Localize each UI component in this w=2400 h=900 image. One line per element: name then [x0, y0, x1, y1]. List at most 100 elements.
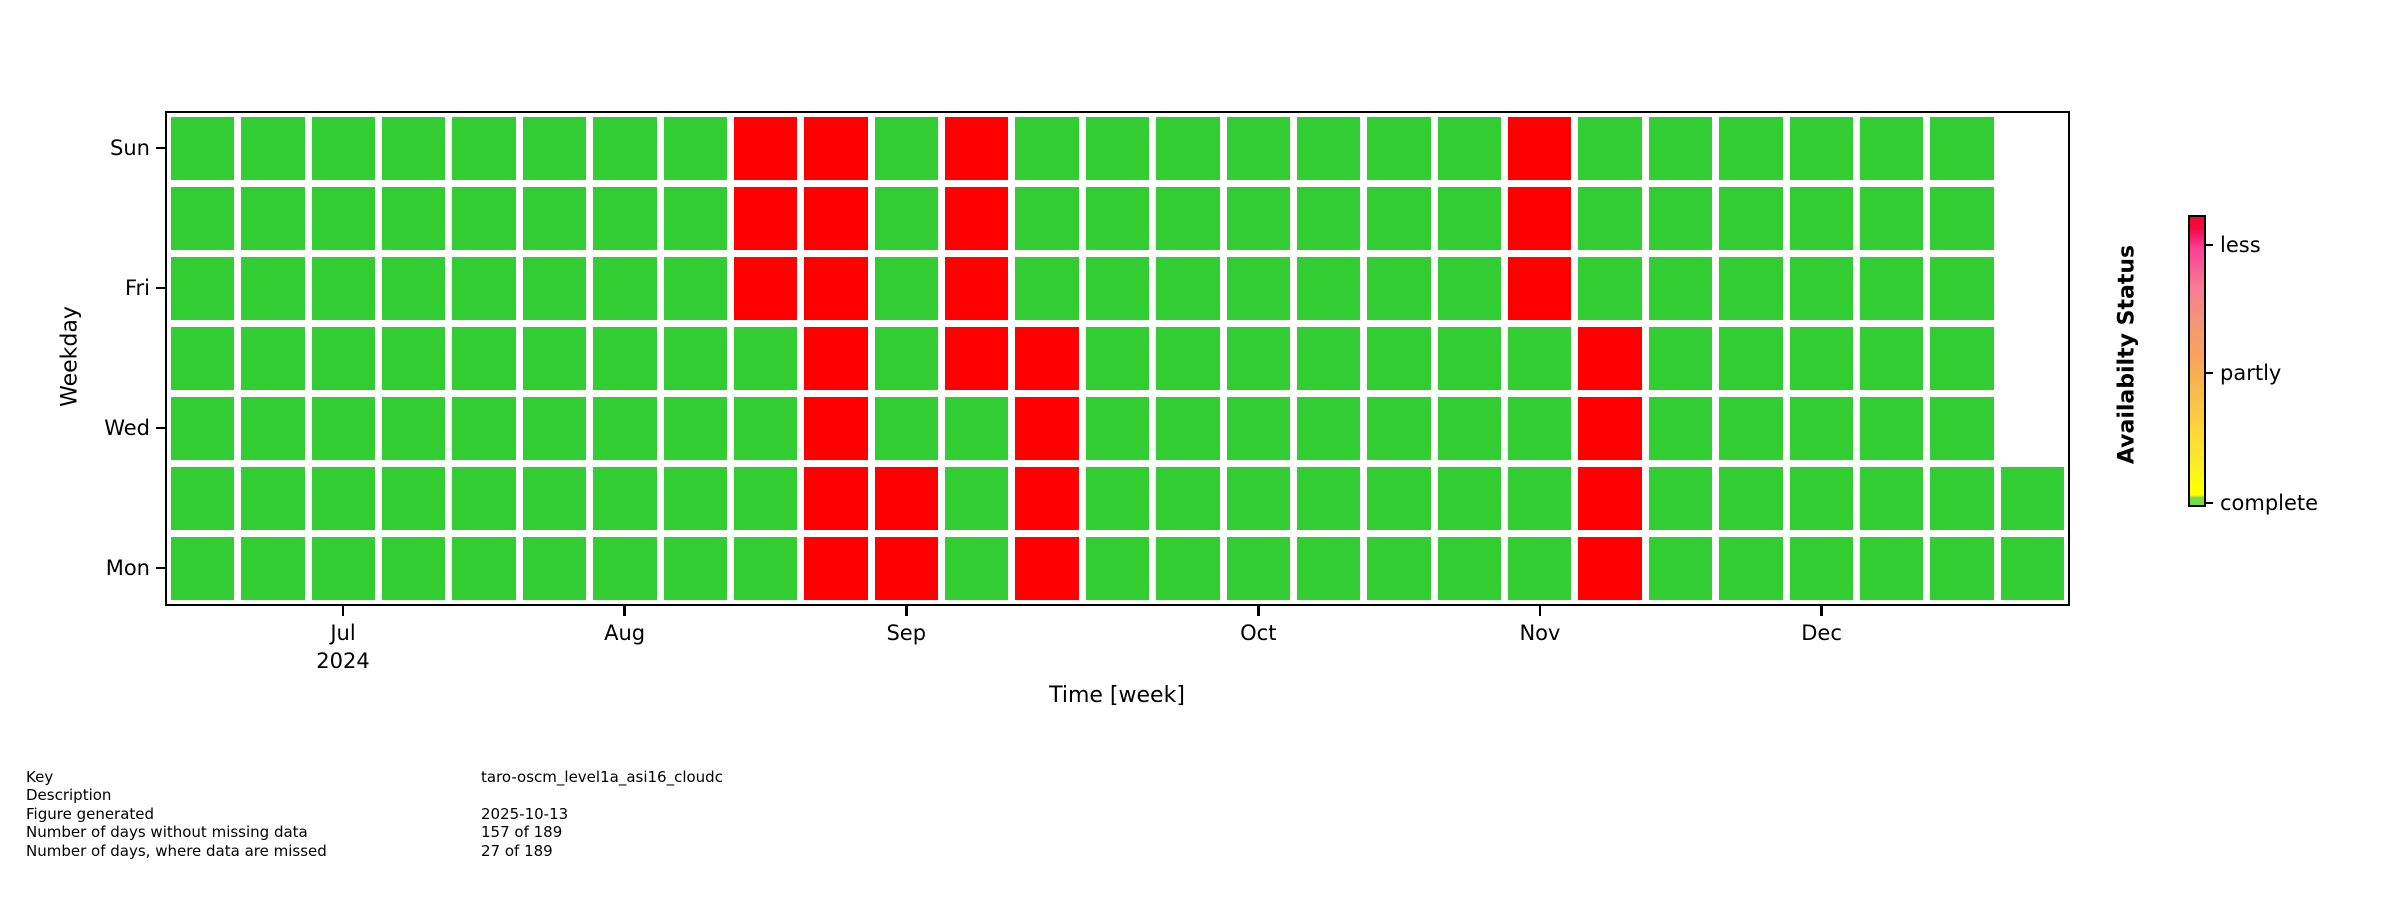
day-cell-missing: [804, 467, 868, 530]
metadata-row: Number of days, where data are missed 27 …: [26, 842, 723, 860]
day-cell-complete: [1719, 467, 1783, 530]
day-cell-missing: [1578, 467, 1642, 530]
day-cell-complete: [1719, 397, 1783, 460]
day-cell-complete: [311, 397, 376, 460]
day-cell-complete: [1085, 537, 1150, 600]
day-cell-complete: [2000, 537, 2064, 600]
x-tick: [623, 606, 626, 616]
day-cell-complete: [1015, 187, 1079, 250]
x-tick-label: Dec: [1801, 621, 1842, 645]
day-cell-complete: [1789, 327, 1853, 390]
day-cell-none: [2001, 397, 2064, 460]
metadata-row: Key taro-oscm_level1a_asi16_cloudc: [26, 768, 723, 786]
y-tick: [156, 566, 167, 570]
day-cell-complete: [382, 327, 446, 390]
day-cell-complete: [1367, 327, 1431, 390]
day-cell-complete: [522, 187, 587, 250]
day-cell-missing: [874, 537, 939, 600]
day-cell-complete: [1296, 257, 1361, 320]
day-cell-missing: [1508, 187, 1572, 250]
day-cell-complete: [1437, 397, 1502, 460]
day-cell-complete: [1648, 327, 1713, 390]
metadata-value: 2025-10-13: [481, 804, 569, 823]
day-cell-complete: [874, 187, 939, 250]
metadata-value: taro-oscm_level1a_asi16_cloudc: [481, 768, 723, 786]
day-cell-complete: [1859, 187, 1924, 250]
day-cell-complete: [1437, 537, 1502, 600]
metadata-value: 27 of 189: [481, 841, 553, 860]
day-cell-complete: [1296, 187, 1361, 250]
day-cell-complete: [1437, 467, 1502, 530]
day-cell-complete: [593, 397, 657, 460]
day-cell-complete: [1367, 397, 1431, 460]
day-cell-complete: [1226, 117, 1290, 180]
day-cell-missing: [874, 467, 939, 530]
day-cell-complete: [874, 327, 939, 390]
day-cell-complete: [1508, 537, 1572, 600]
day-cell-missing: [945, 327, 1009, 390]
day-cell-complete: [382, 187, 446, 250]
day-cell-complete: [522, 327, 587, 390]
day-cell-none: [2001, 117, 2064, 180]
colorbar: [2188, 215, 2206, 507]
day-cell-complete: [311, 537, 376, 600]
colorbar-tick-label: complete: [2220, 491, 2319, 515]
day-cell-complete: [452, 187, 516, 250]
day-cell-complete: [593, 467, 657, 530]
day-cell-complete: [1789, 257, 1853, 320]
day-cell-missing: [804, 117, 868, 180]
day-cell-missing: [1508, 117, 1572, 180]
day-cell-complete: [733, 467, 798, 530]
day-cell-complete: [452, 467, 516, 530]
day-cell-complete: [1648, 397, 1713, 460]
day-cell-complete: [1085, 467, 1150, 530]
day-cell-complete: [1367, 537, 1431, 600]
day-cell-complete: [1226, 397, 1290, 460]
day-cell-missing: [1578, 537, 1642, 600]
day-cell-complete: [241, 397, 305, 460]
day-cell-complete: [452, 257, 516, 320]
day-cell-missing: [804, 537, 868, 600]
y-tick: [156, 426, 167, 430]
day-cell-complete: [1156, 117, 1220, 180]
day-cell-complete: [1648, 467, 1713, 530]
day-cell-complete: [874, 117, 939, 180]
day-cell-complete: [1648, 117, 1713, 180]
day-cell-complete: [452, 537, 516, 600]
day-cell-complete: [1226, 327, 1290, 390]
day-cell-complete: [1437, 257, 1502, 320]
day-cell-complete: [241, 187, 305, 250]
y-tick: [156, 146, 167, 150]
day-cell-complete: [1437, 187, 1502, 250]
day-cell-complete: [2000, 467, 2064, 530]
x-tick: [341, 606, 345, 616]
day-cell-complete: [311, 187, 376, 250]
day-cell-complete: [1930, 327, 1994, 390]
day-cell-complete: [1085, 397, 1150, 460]
day-cell-complete: [311, 467, 376, 530]
day-cell-complete: [1719, 257, 1783, 320]
colorbar-tick: [2204, 243, 2213, 246]
day-cell-missing: [804, 187, 868, 250]
day-cell-complete: [1226, 537, 1290, 600]
day-cell-complete: [1367, 467, 1431, 530]
metadata-label: Figure generated: [26, 804, 155, 823]
day-cell-complete: [382, 257, 446, 320]
day-cell-missing: [1015, 467, 1079, 530]
day-cell-complete: [1930, 537, 1994, 600]
day-cell-missing: [804, 397, 868, 460]
day-cell-missing: [945, 257, 1009, 320]
colorbar-tick-label: less: [2220, 232, 2261, 257]
day-cell-complete: [1648, 187, 1713, 250]
day-cell-complete: [663, 327, 727, 390]
x-tick-label: Oct: [1240, 621, 1277, 645]
day-cell-complete: [171, 467, 235, 530]
day-cell-complete: [522, 537, 587, 600]
day-cell-complete: [663, 187, 727, 250]
x-tick-label: Nov: [1519, 621, 1561, 645]
day-cell-complete: [171, 187, 235, 250]
day-cell-complete: [311, 327, 376, 390]
metadata-row: Figure generated 2025-10-13: [26, 805, 723, 823]
day-cell-complete: [663, 117, 727, 180]
day-cell-complete: [945, 397, 1009, 460]
